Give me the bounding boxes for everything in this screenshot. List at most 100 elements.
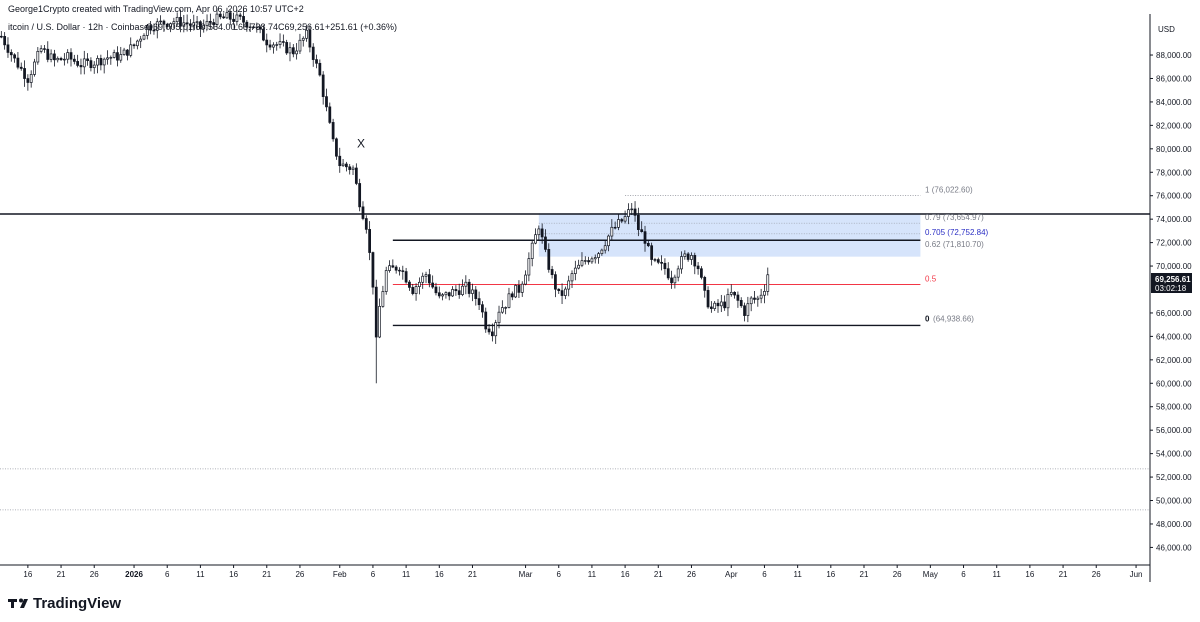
- candle-down: [361, 206, 365, 219]
- candle-up: [630, 208, 634, 211]
- candle-up: [583, 260, 587, 262]
- candle-down: [401, 270, 405, 272]
- candle-down: [653, 259, 657, 261]
- candle-up: [295, 50, 299, 55]
- price-tick-label: 84,000.00: [1156, 98, 1192, 107]
- price-tick-label: 52,000.00: [1156, 473, 1192, 482]
- candle-up: [381, 291, 385, 307]
- candle-down: [544, 236, 547, 250]
- tradingview-logo[interactable]: TradingView: [8, 595, 121, 612]
- fib-label-0: 0: [925, 314, 930, 323]
- candle-up: [305, 29, 308, 39]
- time-tick-label: 16: [1025, 570, 1034, 579]
- candle-up: [500, 307, 504, 313]
- candle-down: [474, 289, 478, 299]
- candle-down: [743, 305, 746, 316]
- time-tick-label: 21: [654, 570, 663, 579]
- candle-down: [693, 255, 697, 267]
- candle-up: [504, 307, 508, 309]
- candle-down: [427, 274, 431, 284]
- candle-up: [351, 167, 355, 170]
- time-tick-label: 11: [402, 570, 411, 579]
- currency-label: USD: [1158, 25, 1175, 34]
- candle-down: [258, 26, 262, 30]
- time-tick-label: 11: [793, 570, 802, 579]
- candle-down: [245, 21, 249, 28]
- candle-down: [132, 44, 136, 47]
- candle-up: [378, 305, 381, 338]
- candle-up: [414, 286, 418, 294]
- candle-up: [713, 302, 717, 309]
- price-tick-label: 66,000.00: [1156, 309, 1192, 318]
- candle-down: [152, 29, 156, 32]
- bar-countdown: 03:02:18: [1155, 284, 1187, 293]
- ohlc-low: L68,738.74: [233, 22, 278, 32]
- candle-down: [491, 331, 494, 337]
- candle-up: [255, 26, 259, 29]
- candles-layer: [0, 7, 770, 384]
- candle-up: [690, 255, 693, 260]
- candle-down: [26, 78, 30, 83]
- candle-up: [729, 291, 733, 295]
- candle-up: [527, 258, 531, 276]
- candle-up: [135, 40, 139, 47]
- candle-down: [89, 60, 93, 69]
- time-tick-label: 2026: [125, 570, 143, 579]
- candle-down: [620, 219, 624, 222]
- candle-down: [640, 229, 644, 232]
- candle-up: [756, 297, 760, 300]
- candle-down: [660, 261, 663, 264]
- candle-up: [763, 291, 766, 296]
- candle-down: [650, 245, 654, 260]
- candle-down: [371, 252, 375, 288]
- candle-down: [6, 44, 10, 53]
- candle-up: [573, 267, 577, 274]
- price-tick-label: 82,000.00: [1156, 121, 1192, 130]
- candle-down: [633, 208, 637, 216]
- candle-down: [670, 277, 673, 284]
- candle-up: [464, 281, 468, 287]
- time-tick-label: 21: [57, 570, 66, 579]
- candle-up: [421, 275, 425, 283]
- candle-up: [418, 281, 421, 287]
- candle-down: [72, 58, 76, 62]
- candle-up: [680, 256, 683, 270]
- candle-up: [570, 273, 574, 282]
- candle-down: [99, 58, 103, 66]
- price-tick-label: 54,000.00: [1156, 450, 1192, 459]
- candle-down: [364, 218, 368, 230]
- candle-up: [497, 311, 501, 323]
- price-axis[interactable]: 88,000.00 86,000.00 84,000.00 82,000.00 80,0…: [1150, 51, 1192, 552]
- candle-up: [278, 41, 282, 45]
- candle-up: [301, 37, 305, 41]
- time-axis[interactable]: 16 21 26 2026 6 11 16 21 26 Feb 6 11 16 21 Mar 6 11 16 21 2…: [23, 565, 1143, 579]
- candle-up: [56, 58, 60, 61]
- candle-up: [441, 294, 444, 297]
- fib-label-0.705: 0.705 (72,752.84): [925, 228, 988, 237]
- candle-down: [636, 214, 640, 230]
- candle-up: [759, 294, 763, 299]
- time-tick-label: 16: [435, 570, 444, 579]
- candle-down: [232, 18, 235, 22]
- candle-down: [328, 106, 332, 123]
- candle-down: [643, 231, 647, 244]
- symbol-name[interactable]: itcoin / U.S. Dollar · 12h · Coinbase: [8, 22, 149, 32]
- candle-up: [563, 288, 567, 296]
- candle-down: [753, 297, 756, 300]
- candle-up: [192, 22, 196, 26]
- candle-down: [517, 285, 521, 293]
- candle-up: [520, 283, 524, 293]
- candle-down: [265, 39, 269, 46]
- candle-down: [285, 42, 289, 54]
- candle-down: [547, 249, 551, 270]
- candle-down: [318, 62, 322, 76]
- candle-up: [298, 39, 302, 52]
- candle-down: [189, 23, 192, 26]
- candle-down: [9, 52, 13, 56]
- candle-up: [159, 20, 162, 23]
- price-tick-label: 76,000.00: [1156, 192, 1192, 201]
- candle-down: [331, 122, 335, 140]
- time-tick-label: 26: [295, 570, 304, 579]
- candle-down: [484, 311, 488, 330]
